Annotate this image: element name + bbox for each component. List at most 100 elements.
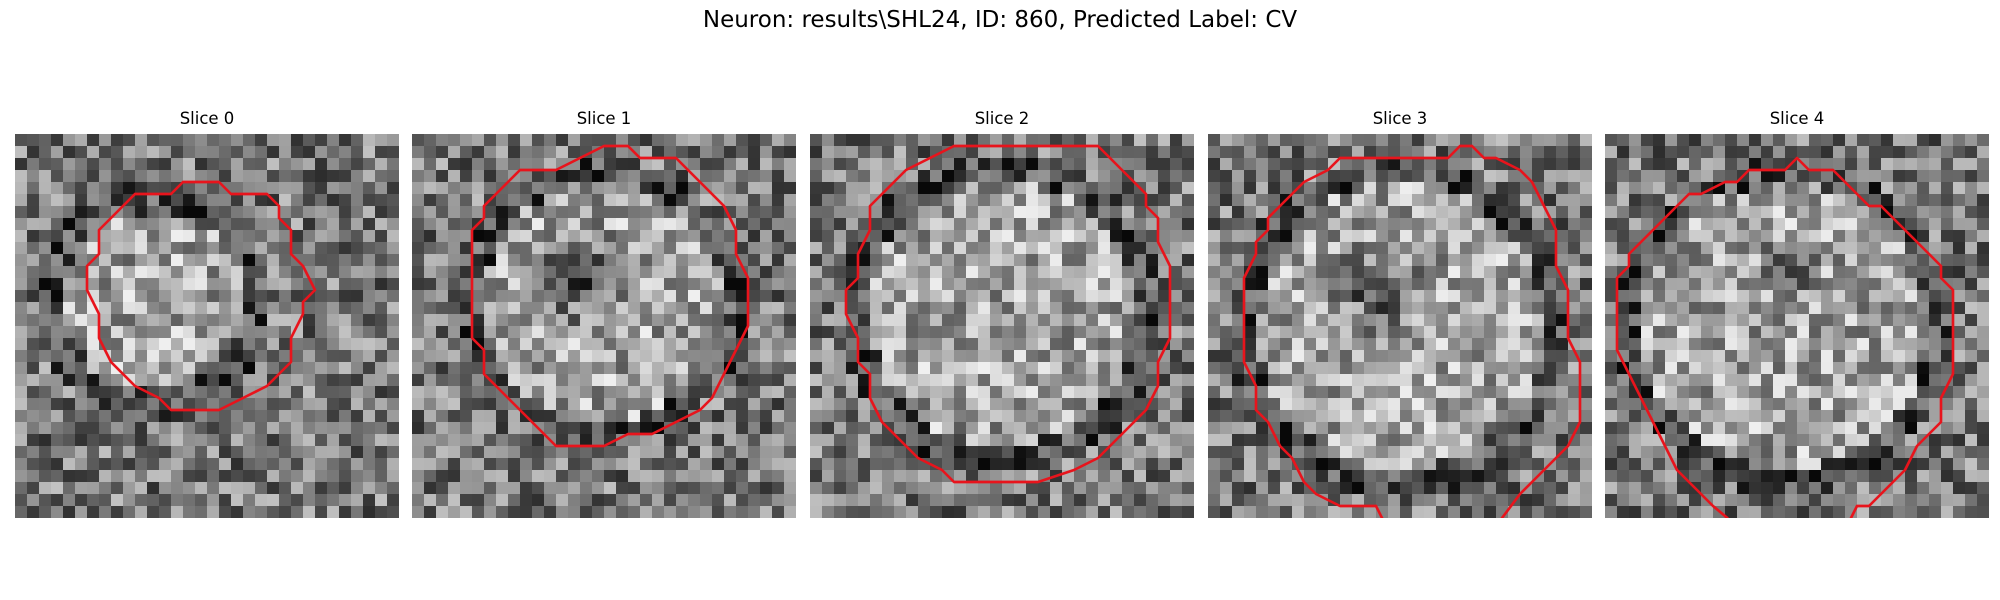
pixel (291, 398, 304, 411)
pixel (63, 494, 76, 507)
pixel (652, 254, 665, 267)
pixel (1617, 254, 1630, 267)
pixel (1713, 314, 1726, 327)
pixel (231, 326, 244, 339)
pixel (255, 470, 268, 483)
pixel (580, 386, 593, 399)
pixel (652, 326, 665, 339)
pixel (1484, 494, 1497, 507)
pixel (472, 410, 485, 423)
pixel (1773, 242, 1786, 255)
pixel (1568, 410, 1581, 423)
pixel (351, 278, 364, 291)
pixel (1713, 326, 1726, 339)
pixel (810, 494, 823, 507)
pixel (640, 374, 653, 387)
pixel (1520, 350, 1533, 363)
pixel (375, 470, 388, 483)
pixel (1316, 230, 1329, 243)
pixel (1328, 146, 1341, 159)
pixel (1098, 470, 1111, 483)
pixel (846, 158, 859, 171)
pixel (303, 218, 316, 231)
pixel (351, 230, 364, 243)
pixel (1352, 314, 1365, 327)
pixel (291, 422, 304, 435)
pixel (1244, 422, 1257, 435)
pixel (1857, 278, 1870, 291)
pixel (1677, 242, 1690, 255)
pixel (1134, 134, 1147, 147)
pixel (906, 338, 919, 351)
pixel (532, 482, 545, 495)
pixel (1737, 266, 1750, 279)
pixel (834, 206, 847, 219)
pixel (942, 254, 955, 267)
pixel (1268, 182, 1281, 195)
pixel (39, 386, 52, 399)
pixel (363, 326, 376, 339)
pixel (822, 362, 835, 375)
pixel (448, 494, 461, 507)
pixel (1953, 218, 1966, 231)
pixel (834, 386, 847, 399)
pixel (1158, 206, 1171, 219)
pixel (1472, 362, 1485, 375)
pixel (1484, 470, 1497, 483)
pixel (195, 350, 208, 363)
pixel (1026, 278, 1039, 291)
pixel (1508, 482, 1521, 495)
pixel (123, 410, 136, 423)
pixel (1965, 350, 1978, 363)
pixel (784, 230, 796, 243)
pixel (784, 422, 796, 435)
pixel (412, 182, 425, 195)
pixel (1352, 326, 1365, 339)
pixel (1677, 266, 1690, 279)
pixel (1713, 266, 1726, 279)
pixel (894, 362, 907, 375)
pixel (1977, 290, 1989, 303)
pixel (930, 386, 943, 399)
pixel (942, 482, 955, 495)
pixel (954, 158, 967, 171)
pixel (1460, 446, 1473, 459)
pixel (1014, 458, 1027, 471)
pixel (1532, 302, 1545, 315)
pixel (1701, 134, 1714, 147)
pixel (27, 254, 40, 267)
pixel (1232, 194, 1245, 207)
pixel (279, 458, 292, 471)
pixel (1893, 254, 1906, 267)
pixel (255, 458, 268, 471)
pixel (267, 134, 280, 147)
pixel (1484, 290, 1497, 303)
pixel (1340, 254, 1353, 267)
pixel (1833, 314, 1846, 327)
pixel (1388, 242, 1401, 255)
pixel (1460, 314, 1473, 327)
pixel (1881, 434, 1894, 447)
pixel (1809, 134, 1822, 147)
pixel (592, 410, 605, 423)
pixel (1220, 386, 1233, 399)
pixel (1304, 182, 1317, 195)
pixel (279, 182, 292, 195)
pixel (1146, 278, 1159, 291)
pixel (1304, 458, 1317, 471)
pixel (1074, 290, 1087, 303)
pixel (688, 362, 701, 375)
pixel (1460, 434, 1473, 447)
pixel (1665, 254, 1678, 267)
pixel (1917, 338, 1930, 351)
pixel (1761, 182, 1774, 195)
pixel (1050, 434, 1063, 447)
pixel (39, 218, 52, 231)
pixel (1484, 374, 1497, 387)
pixel (822, 506, 835, 518)
pixel (544, 254, 557, 267)
pixel (954, 470, 967, 483)
pixel (1953, 254, 1966, 267)
pixel (772, 230, 785, 243)
pixel (1941, 194, 1954, 207)
